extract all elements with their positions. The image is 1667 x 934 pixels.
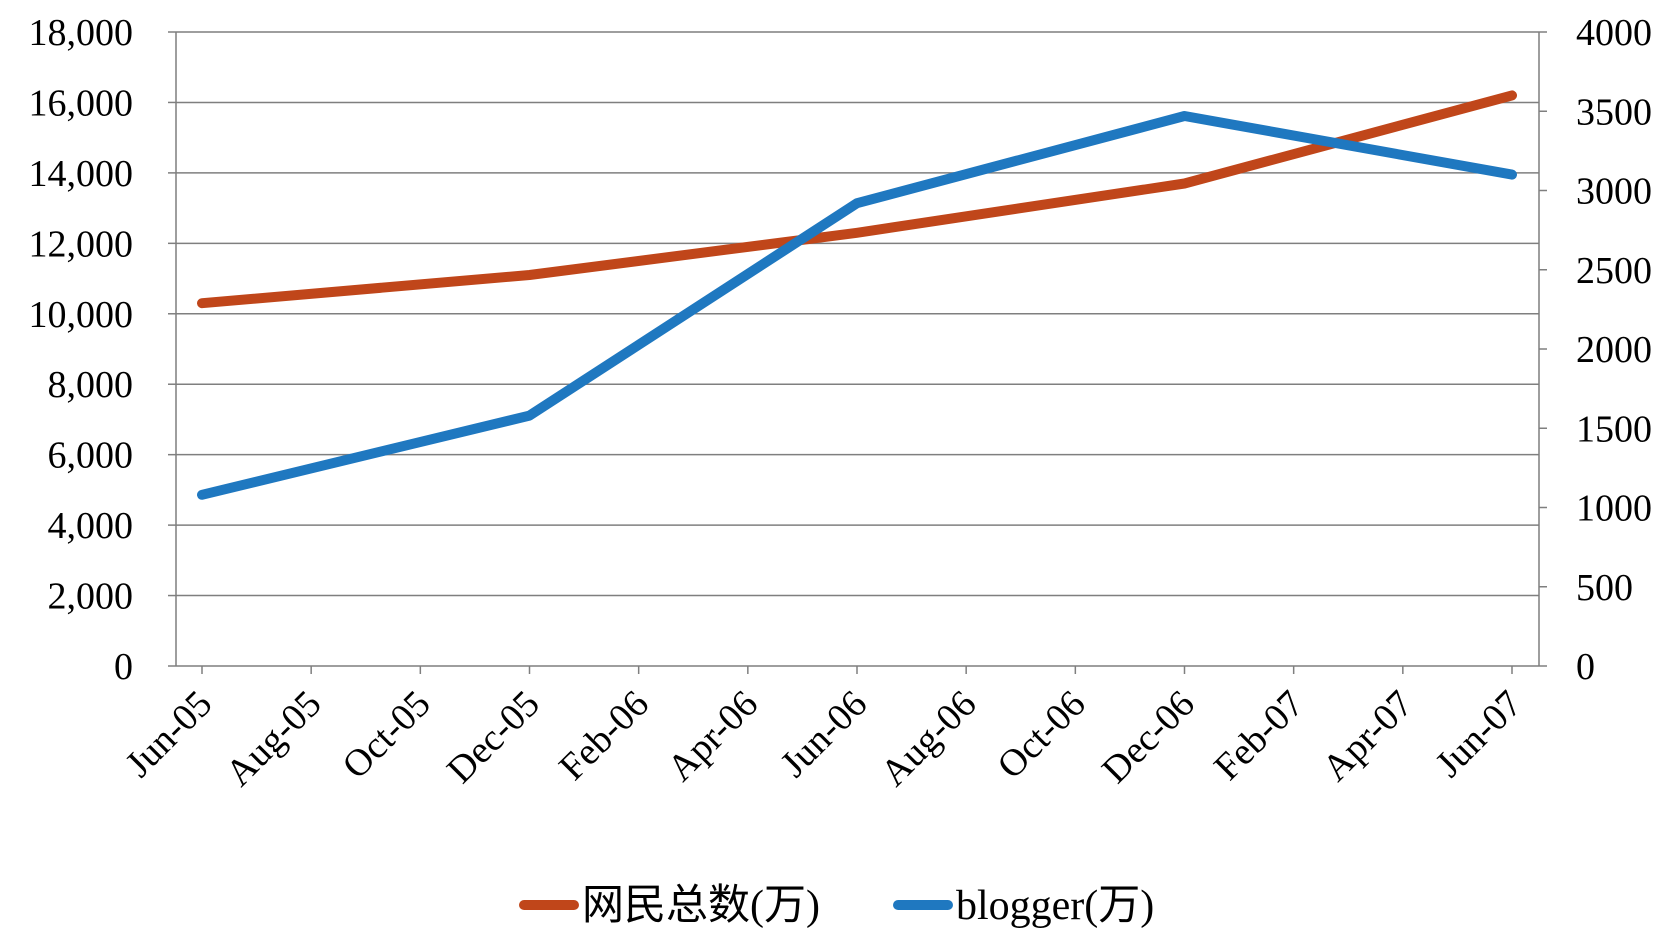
x-tick-label: Feb-06 [551, 683, 657, 789]
series-lines [197, 90, 1517, 500]
x-tick-label: Dec-06 [1094, 683, 1203, 792]
y-left-tick-label: 16,000 [29, 82, 134, 124]
y-left-tick-label: 4,000 [48, 505, 134, 547]
y-left-tick-label: 14,000 [29, 153, 134, 195]
y-left-tick-label: 2,000 [48, 576, 134, 618]
series-line-1 [197, 90, 1517, 309]
y-left-tick-label: 12,000 [29, 223, 134, 265]
y-left-tick-labels: 0 2,000 4,000 6,000 8,000 10,000 12,000 14,000 1… [29, 12, 176, 688]
y-right-tick-label: 4000 [1576, 12, 1652, 54]
y-left-tick-label: 0 [114, 646, 133, 688]
y-right-tick-label: 500 [1576, 567, 1633, 609]
y-right-tick-label: 2000 [1576, 329, 1652, 371]
x-tick-label: Jun-07 [1428, 683, 1531, 786]
y-right-tick-label: 3500 [1576, 91, 1652, 133]
gridlines [176, 101, 1539, 597]
x-tick-label: Dec-05 [439, 683, 548, 792]
legend-label-2: blogger(万) [956, 883, 1154, 929]
x-tick-label: Apr-07 [1314, 683, 1421, 790]
x-tick-label: Jun-06 [773, 683, 876, 786]
x-tick-label: Oct-05 [334, 683, 438, 787]
y-right-tick-label: 2500 [1576, 250, 1652, 292]
y-left-tick-label: 18,000 [29, 12, 134, 54]
x-tick-label: Aug-05 [218, 683, 330, 795]
y-right-tick-label: 0 [1576, 646, 1595, 688]
series-line-2 [197, 111, 1517, 500]
axes [175, 31, 1540, 667]
y-left-tick-label: 8,000 [48, 364, 134, 406]
y-right-tick-label: 1000 [1576, 488, 1652, 530]
y-right-tick-label: 1500 [1576, 408, 1652, 450]
y-right-tick-label: 3000 [1576, 171, 1652, 213]
y-right-tick-labels: 0 500 1000 1500 2000 2500 3000 3500 4000 [1539, 12, 1652, 688]
x-tick-label: Feb-07 [1206, 683, 1312, 789]
y-left-tick-label: 10,000 [29, 294, 134, 336]
x-tick-label: Oct-06 [989, 683, 1093, 787]
legend-label-1: 网民总数(万) [582, 883, 820, 929]
x-tick-label: Apr-06 [659, 683, 766, 790]
x-tick-label: Aug-06 [873, 683, 985, 795]
y-left-tick-label: 6,000 [48, 435, 134, 477]
legend: 网民总数(万) blogger(万) [519, 883, 1154, 929]
x-tick-label: Jun-05 [118, 683, 221, 786]
